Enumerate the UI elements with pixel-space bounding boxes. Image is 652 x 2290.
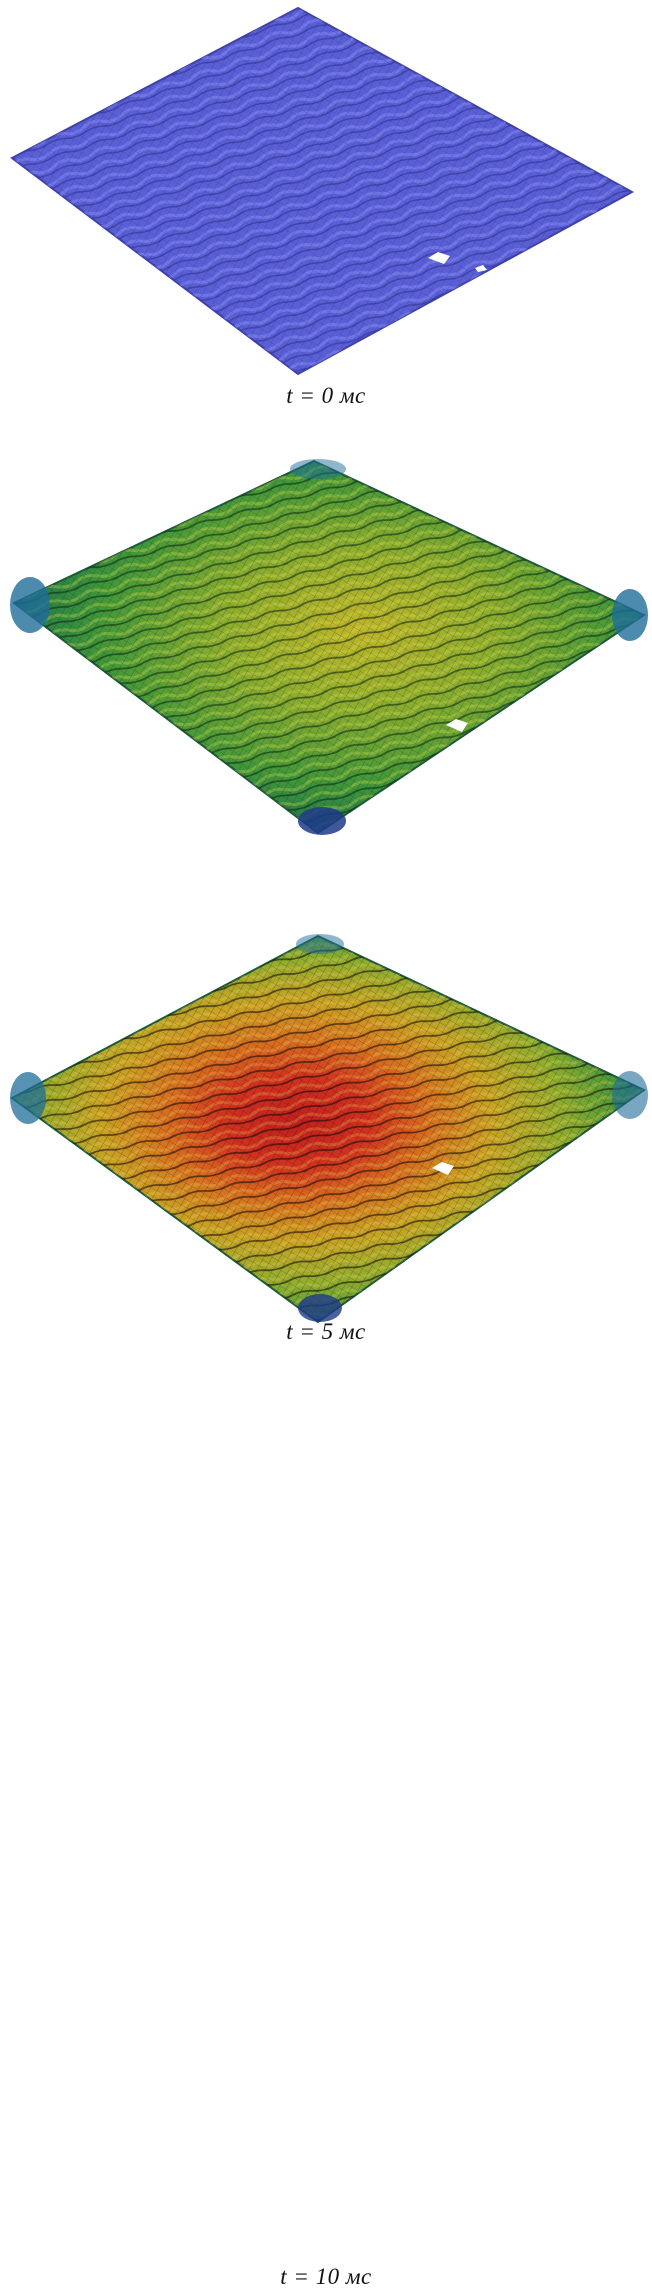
simulation-panel-t0: t = 0 мс: [0, 0, 652, 430]
hole-mark: [432, 1162, 454, 1175]
hole-mark: [446, 719, 468, 732]
simulation-panel-t10: t = 10 мс: [0, 930, 652, 2289]
time-caption: t = 5 мс: [286, 1319, 366, 1344]
simulation-panel-t5: t = 5 мс: [0, 455, 652, 1344]
fiber-mat-t5-image: [10, 459, 648, 835]
hole-mark: [428, 252, 450, 264]
fiber-mat-t0-image: [10, 6, 635, 376]
fiber-mat-t10-image: [10, 934, 648, 1324]
time-caption: t = 10 мс: [280, 2264, 372, 2289]
time-caption: t = 0 мс: [286, 383, 366, 408]
